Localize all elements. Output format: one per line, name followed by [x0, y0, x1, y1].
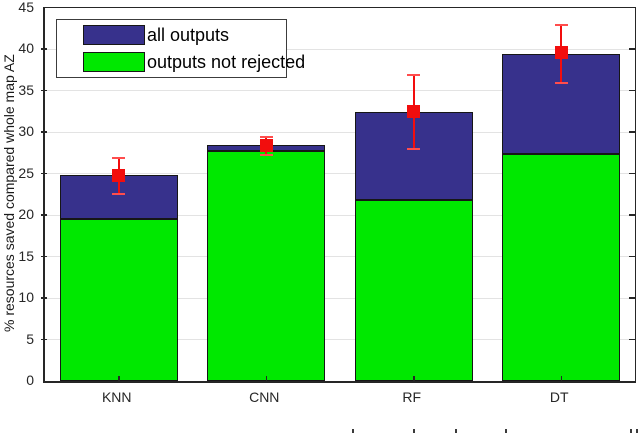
- error-bar-cap-bottom: [554, 81, 568, 84]
- bar-KNN-outputs-not-rejected: [59, 219, 178, 381]
- error-bar-cap-bottom: [112, 192, 126, 195]
- y-tick: [41, 172, 47, 175]
- y-tick: [41, 338, 47, 341]
- cropped-caption-mark: [630, 429, 632, 433]
- cropped-caption-mark: [352, 429, 354, 433]
- grid-line-y: [45, 297, 635, 299]
- cropped-caption-mark: [413, 429, 415, 433]
- error-bar-cap-top: [112, 157, 126, 160]
- cropped-caption-mark: [636, 429, 638, 433]
- y-tick: [41, 89, 47, 92]
- grid-line-y: [45, 131, 635, 133]
- x-tick-label-DT: DT: [549, 389, 569, 405]
- grid-line-y: [45, 256, 635, 258]
- y-tick: [41, 297, 47, 299]
- y-tick: [629, 89, 635, 92]
- grid-line-y: [45, 339, 635, 341]
- legend-swatch-outputs-not-rejected: [83, 52, 145, 72]
- legend-item-outputs-not-rejected: outputs not rejected: [57, 50, 305, 74]
- x-tick-label-RF: RF: [402, 389, 422, 405]
- grid-line-y: [45, 90, 635, 92]
- error-bar-cap-top: [259, 136, 273, 139]
- bar-RF-all-outputs: [354, 111, 473, 201]
- y-tick: [41, 131, 47, 133]
- x-tick: [265, 376, 267, 381]
- y-tick-label: 40: [18, 40, 34, 57]
- y-tick: [629, 172, 635, 175]
- bar-CNN-outputs-not-rejected: [207, 150, 326, 381]
- cropped-caption-mark: [455, 429, 457, 433]
- x-tick-label-KNN: KNN: [101, 389, 132, 405]
- x-tick: [413, 376, 415, 381]
- x-tick: [560, 376, 562, 381]
- legend-label: outputs not rejected: [147, 52, 306, 72]
- y-tick-label: 10: [18, 289, 34, 306]
- y-tick-label: 25: [18, 164, 34, 181]
- y-tick: [629, 48, 635, 50]
- legend-label: all outputs: [147, 25, 230, 45]
- y-tick-label: 5: [26, 330, 34, 347]
- error-bar-marker-KNN: [112, 168, 126, 182]
- y-tick-label: 20: [18, 206, 34, 223]
- x-tick-label-CNN: CNN: [249, 389, 280, 405]
- y-axis-label: % resources saved compared whole map AZ: [1, 54, 17, 333]
- y-tick: [629, 131, 635, 133]
- grid-line-y: [45, 173, 635, 175]
- legend-item-all-outputs: all outputs: [57, 23, 286, 47]
- y-tick: [629, 297, 635, 299]
- y-tick-label: 0: [26, 372, 34, 388]
- y-tick-label: 35: [18, 81, 34, 98]
- error-bar-cap-top: [407, 74, 421, 77]
- y-tick: [629, 255, 635, 258]
- legend-swatch-all-outputs: [83, 25, 145, 45]
- y-tick: [41, 48, 47, 50]
- plot-area: [41, 7, 636, 383]
- bar-DT-outputs-not-rejected: [502, 153, 621, 381]
- grid-line-y: [45, 214, 635, 216]
- y-tick-label: 45: [18, 0, 34, 15]
- error-bar-cap-top: [554, 24, 568, 27]
- error-bar-marker-DT: [554, 46, 568, 60]
- grid-line-y: [45, 48, 635, 50]
- y-tick: [41, 214, 47, 216]
- y-tick: [629, 214, 635, 216]
- error-bar-cap-bottom: [259, 153, 273, 156]
- x-tick: [118, 376, 120, 381]
- error-bar-marker-RF: [407, 105, 421, 119]
- y-tick: [629, 338, 635, 341]
- error-bar-cap-bottom: [407, 147, 421, 150]
- legend: all outputs outputs not rejected: [56, 19, 305, 78]
- error-bar-marker-CNN: [259, 139, 273, 153]
- y-tick-label: 30: [18, 123, 34, 140]
- y-tick: [41, 255, 47, 258]
- cropped-caption-mark: [505, 429, 507, 433]
- y-tick-label: 15: [18, 247, 34, 264]
- bar-RF-outputs-not-rejected: [354, 200, 473, 381]
